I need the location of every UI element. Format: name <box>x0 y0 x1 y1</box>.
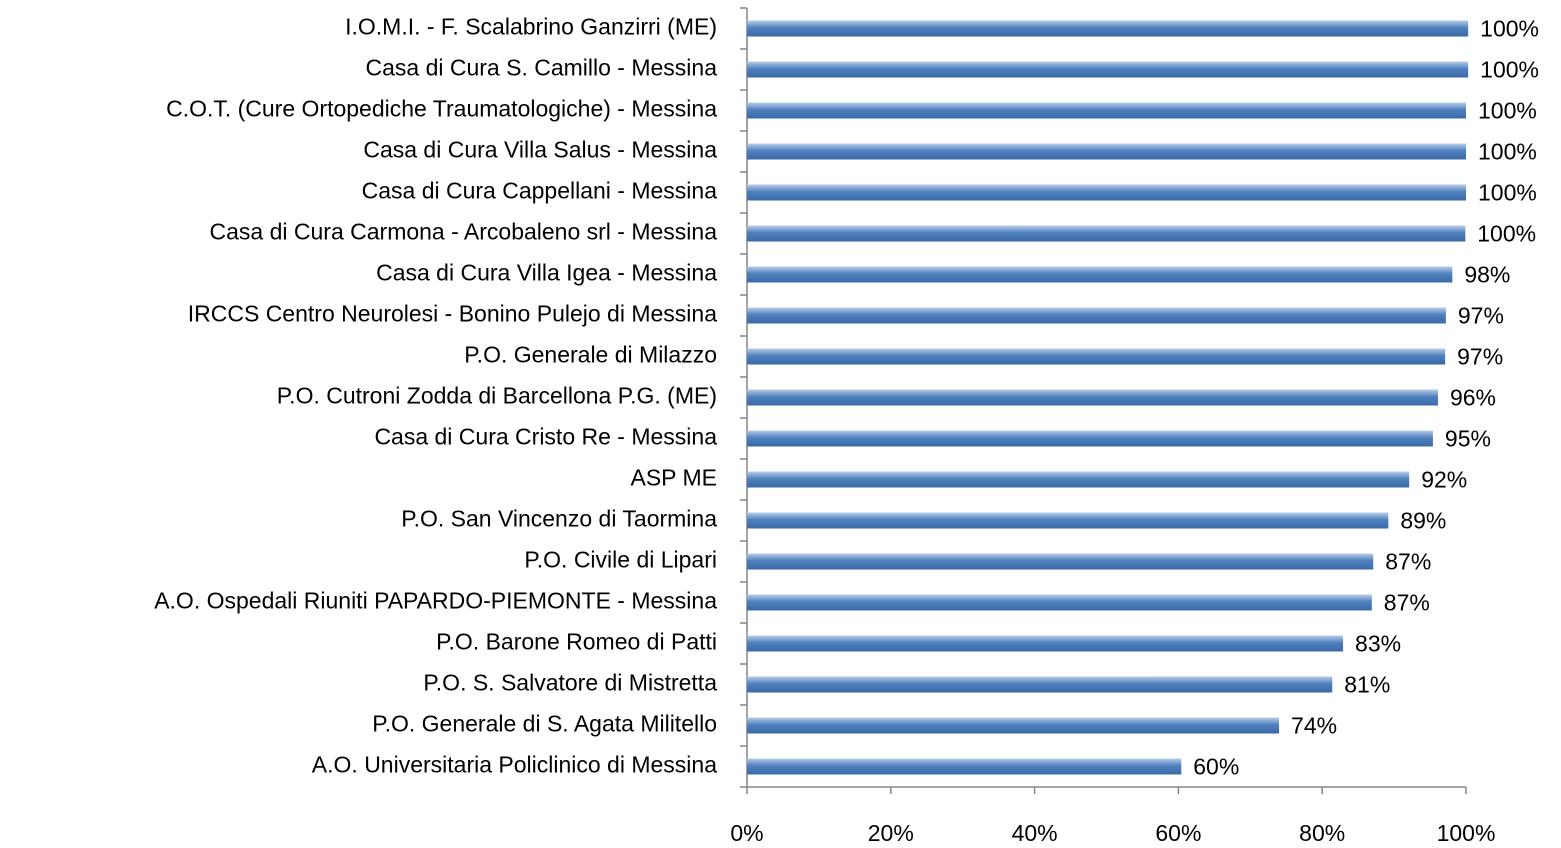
value-label: 60% <box>1193 754 1239 780</box>
bar <box>747 553 1374 570</box>
category-label: Casa di Cura Carmona - Arcobaleno srl - … <box>210 219 718 245</box>
category-label: IRCCS Centro Neurolesi - Bonino Pulejo d… <box>188 301 717 327</box>
bar <box>747 348 1446 365</box>
value-label: 100% <box>1478 139 1537 165</box>
value-label: 87% <box>1385 549 1431 575</box>
category-label: Casa di Cura Villa Igea - Messina <box>376 260 717 286</box>
category-label: P.O. Civile di Lipari <box>524 547 717 573</box>
x-tick-label: 80% <box>1299 820 1345 846</box>
value-label: 83% <box>1355 631 1401 657</box>
x-tick-label: 20% <box>868 820 914 846</box>
bar <box>747 102 1466 119</box>
value-label: 81% <box>1344 672 1390 698</box>
category-label: Casa di Cura Cristo Re - Messina <box>374 424 717 450</box>
category-label: Casa di Cura Cappellani - Messina <box>362 178 718 204</box>
bar <box>747 717 1280 734</box>
bar <box>747 676 1333 693</box>
bar <box>747 758 1182 775</box>
bar <box>747 512 1389 529</box>
bar <box>747 266 1453 283</box>
value-label: 100% <box>1480 57 1539 83</box>
bar <box>747 143 1466 160</box>
bar <box>747 184 1466 201</box>
value-label: 74% <box>1291 713 1337 739</box>
category-label: C.O.T. (Cure Ortopediche Traumatologiche… <box>166 96 717 122</box>
value-label: 100% <box>1478 180 1537 206</box>
bar <box>747 594 1372 611</box>
value-label: 97% <box>1457 344 1503 370</box>
value-label: 97% <box>1458 303 1504 329</box>
value-label: 92% <box>1421 467 1467 493</box>
value-label: 98% <box>1464 262 1510 288</box>
x-tick-label: 100% <box>1437 820 1496 846</box>
value-label: 100% <box>1477 221 1536 247</box>
value-label: 89% <box>1400 508 1446 534</box>
category-label: P.O. Barone Romeo di Patti <box>436 629 717 655</box>
category-label: I.O.M.I. - F. Scalabrino Ganzirri (ME) <box>345 14 717 40</box>
category-label: P.O. Generale di S. Agata Militello <box>372 711 717 737</box>
x-tick-label: 60% <box>1155 820 1201 846</box>
value-label: 96% <box>1450 385 1496 411</box>
bar <box>747 471 1410 488</box>
category-label: Casa di Cura Villa Salus - Messina <box>363 137 717 163</box>
bar <box>747 61 1469 78</box>
category-label: A.O. Universitaria Policlinico di Messin… <box>312 752 717 778</box>
category-label: P.O. Cutroni Zodda di Barcellona P.G. (M… <box>277 383 717 409</box>
value-label: 100% <box>1480 16 1539 42</box>
value-label: 95% <box>1445 426 1491 452</box>
category-label: P.O. San Vincenzo di Taormina <box>401 506 717 532</box>
bar <box>747 20 1469 37</box>
bar <box>747 430 1433 447</box>
x-tick-label: 0% <box>730 820 763 846</box>
bar <box>747 389 1438 406</box>
x-tick-label: 40% <box>1012 820 1058 846</box>
bar <box>747 225 1466 242</box>
bar <box>747 307 1446 324</box>
bar <box>747 635 1344 652</box>
category-label: Casa di Cura S. Camillo - Messina <box>365 55 717 81</box>
value-label: 100% <box>1478 98 1537 124</box>
category-label: A.O. Ospedali Riuniti PAPARDO-PIEMONTE -… <box>154 588 717 614</box>
category-label: P.O. Generale di Milazzo <box>464 342 717 368</box>
category-label: ASP ME <box>631 465 718 491</box>
category-label: P.O. S. Salvatore di Mistretta <box>423 670 717 696</box>
value-label: 87% <box>1384 590 1430 616</box>
